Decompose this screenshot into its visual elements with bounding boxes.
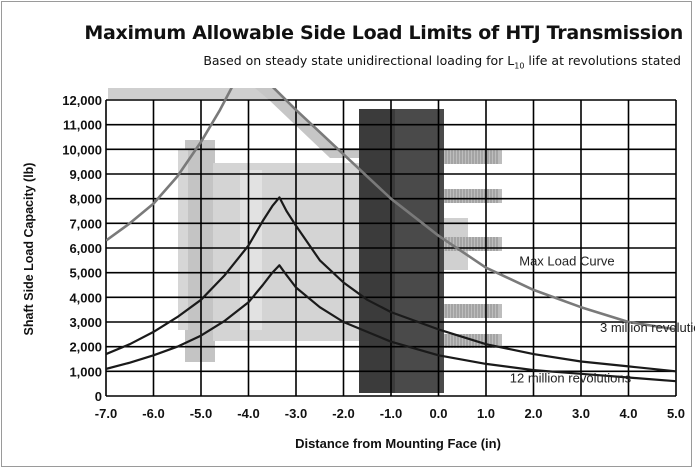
y-tick-label: 10,000: [62, 142, 102, 157]
y-tick-label: 0: [95, 389, 102, 404]
x-tick-label: 4.0: [619, 406, 637, 421]
y-tick-label: 4,000: [69, 290, 102, 305]
series-line-2: [106, 264, 676, 383]
mounting-bolts-illustration: [444, 150, 502, 348]
chart-annotations: Max Load Curve 3 million revolutions 12 mi…: [510, 253, 695, 385]
subtitle-subscript: 10: [514, 61, 525, 71]
x-tick-label: -2.0: [332, 406, 354, 421]
x-tick-label: 1.0: [477, 406, 495, 421]
annotation-label: Max Load Curve: [519, 253, 614, 268]
x-tick-label: 3.0: [572, 406, 590, 421]
y-tick-label: 3,000: [69, 315, 102, 330]
y-tick-label: 6,000: [69, 241, 102, 256]
shaft-taper-illustration: [255, 88, 360, 158]
flange-edge-illustration: [178, 150, 188, 330]
series-line-0: [106, 88, 676, 331]
y-tick-label: 12,000: [62, 93, 102, 108]
x-tick-label: -4.0: [237, 406, 259, 421]
chart-title: Maximum Allowable Side Load Limits of HT…: [84, 22, 683, 44]
transmission-illustration: [108, 88, 502, 393]
chart-subtitle: Based on steady state unidirectional loa…: [0, 53, 695, 71]
chart-series: [106, 88, 676, 383]
y-tick-label: 1,000: [69, 364, 102, 379]
x-tick-label: 5.0: [667, 406, 685, 421]
x-tick-label: -7.0: [95, 406, 117, 421]
x-tick-label: -6.0: [142, 406, 164, 421]
drive-shaft-illustration: [108, 88, 268, 99]
x-tick-label: 0.0: [429, 406, 447, 421]
y-tick-label: 11,000: [63, 118, 102, 133]
annotation-label: 3 million revolutions: [600, 320, 695, 335]
x-tick-label: 2.0: [524, 406, 542, 421]
series-line-1: [106, 196, 676, 373]
x-tick-label: -5.0: [190, 406, 212, 421]
y-tick-label: 7,000: [69, 216, 102, 231]
x-tick-label: -1.0: [380, 406, 402, 421]
y-tick-label: 9,000: [69, 167, 102, 182]
y-axis-label: Shaft Side Load Capacity (lb): [22, 163, 36, 336]
chart-grid: [105, 99, 677, 397]
mounting-flange-illustration: [185, 140, 215, 362]
housing-ring-illustration: [240, 170, 262, 330]
y-tick-label: 2,000: [69, 340, 102, 355]
y-tick-label: 5,000: [69, 266, 102, 281]
subtitle-text-post: life at revolutions stated: [524, 53, 681, 68]
y-tick-label: 8,000: [69, 192, 102, 207]
x-axis-label: Distance from Mounting Face (in): [295, 436, 501, 451]
subtitle-text-pre: Based on steady state unidirectional loa…: [203, 53, 515, 68]
chart-ticks: -7.0 -6.0 -5.0 -4.0 -3.0 -2.0 -1.0 0.0 1.0 2.0 3.0…: [62, 93, 685, 421]
annotation-label: 12 million revolutions: [510, 370, 632, 385]
housing-body-illustration: [213, 163, 363, 341]
x-tick-label: -3.0: [285, 406, 307, 421]
